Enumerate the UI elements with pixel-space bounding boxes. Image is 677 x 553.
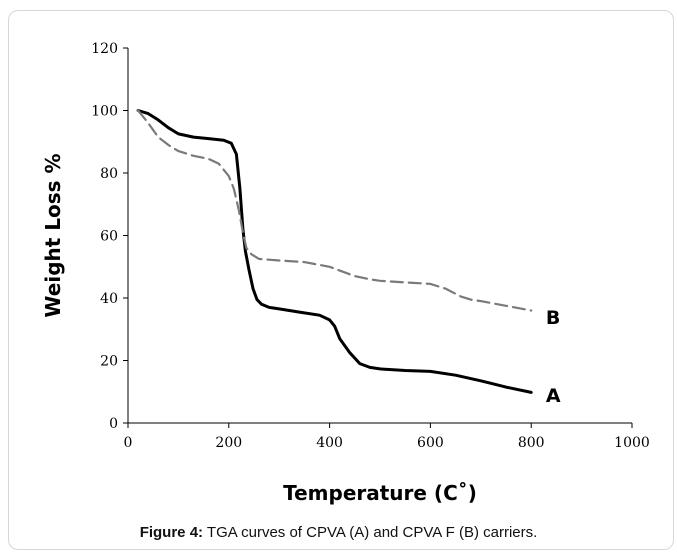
y-tick-label: 60 <box>100 229 118 245</box>
x-tick-label: 1000 <box>614 435 650 451</box>
x-tick-label: 400 <box>316 435 343 451</box>
caption-text: TGA curves of CPVA (A) and CPVA F (B) ca… <box>203 524 538 541</box>
series-line-B <box>137 109 533 312</box>
y-tick-label: 40 <box>100 291 118 307</box>
caption-label: Figure 4: <box>139 524 204 541</box>
x-axis-title: Temperature (C˚) <box>283 481 477 505</box>
series-label-A: A <box>546 385 561 407</box>
figure-caption: Figure 4: TGA curves of CPVA (A) and CPV… <box>0 524 677 541</box>
x-tick-label: 200 <box>215 435 242 451</box>
y-axis-title: Weight Loss % <box>41 153 65 317</box>
y-tick-label: 0 <box>109 416 118 432</box>
plot-area: 0 20 40 60 80 100 120 0 200 400 600 800 1000 Temperat… <box>41 41 650 505</box>
series-label-B: B <box>546 307 560 329</box>
x-tick-label: 600 <box>417 435 444 451</box>
x-tick-label: 800 <box>518 435 545 451</box>
y-tick-label: 100 <box>91 104 118 120</box>
y-tick-label: 20 <box>100 354 118 370</box>
y-tick-label: 80 <box>100 166 118 182</box>
x-tick-label: 0 <box>124 435 133 451</box>
y-tick-label: 120 <box>91 41 118 57</box>
figure-frame <box>8 10 674 550</box>
series-line-A <box>136 109 533 394</box>
